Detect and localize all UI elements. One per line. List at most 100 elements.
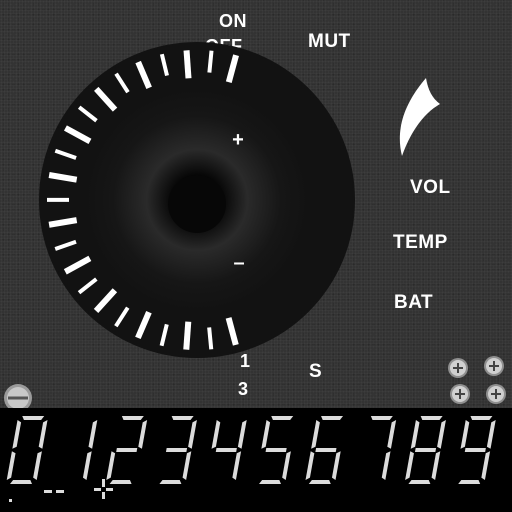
dial-tick xyxy=(225,317,239,346)
dial-tick xyxy=(77,277,98,295)
lcd-segment xyxy=(10,480,32,484)
dial-tick xyxy=(63,125,92,145)
dial-tick xyxy=(48,217,78,228)
dial-minus-label: – xyxy=(233,252,244,274)
lcd-segment xyxy=(33,451,42,480)
lcd-segment xyxy=(470,416,493,420)
lcd-symbols xyxy=(9,479,113,502)
dial-tick xyxy=(77,105,98,123)
lcd-segment xyxy=(12,420,22,449)
screw-icon xyxy=(448,356,506,404)
dial-ticks xyxy=(46,50,239,350)
dial-tick xyxy=(63,255,92,275)
lcd-segment xyxy=(305,451,315,480)
lcd-segment xyxy=(211,420,221,449)
temp-label: TEMP xyxy=(393,232,448,253)
screw-icon xyxy=(4,384,32,412)
ratio-bottom-label: 3 xyxy=(238,379,249,399)
lcd-segment xyxy=(259,480,281,484)
dial-center xyxy=(168,175,226,233)
lcd-digit-9 xyxy=(458,416,496,484)
lcd-display xyxy=(0,408,512,512)
bat-label: BAT xyxy=(394,292,434,313)
lcd-segment xyxy=(315,448,337,452)
dial-tick xyxy=(54,239,77,251)
lcd-digit-1 xyxy=(82,420,98,480)
lcd-dot-symbol xyxy=(9,499,12,502)
lcd-segment xyxy=(182,451,192,480)
lcd-segment xyxy=(106,451,116,480)
lcd-segment xyxy=(486,420,496,449)
lcd-digits xyxy=(6,416,496,484)
lcd-segment xyxy=(188,420,197,449)
dial-tick xyxy=(183,50,192,79)
dial-tick xyxy=(159,323,169,347)
mute-label: MUT xyxy=(308,31,351,52)
lcd-segment xyxy=(22,416,45,420)
lcd-segment xyxy=(88,420,98,449)
dial-tick xyxy=(135,310,152,340)
dial-tick xyxy=(93,288,118,313)
lcd-segment xyxy=(481,451,491,480)
lcd-segment xyxy=(282,451,291,480)
dial-tick xyxy=(135,60,152,89)
lcd-segment xyxy=(237,420,247,449)
ratio-top-label: 1 xyxy=(240,351,251,371)
lcd-digit-8 xyxy=(405,416,446,484)
lcd-segment xyxy=(410,420,420,449)
crescent-swoosh-icon xyxy=(399,78,440,156)
lcd-segment xyxy=(370,416,393,420)
lcd-segment xyxy=(271,416,294,420)
lcd-segment xyxy=(405,451,414,480)
lcd-segment xyxy=(232,451,242,480)
lcd-segment xyxy=(116,448,138,452)
dial-tick xyxy=(207,50,214,73)
on-label: ON xyxy=(219,11,247,31)
dial-tick xyxy=(54,148,77,160)
s-label: S xyxy=(309,361,323,382)
dial-tick xyxy=(48,172,78,183)
lcd-dash-symbol xyxy=(56,490,64,493)
lcd-segment xyxy=(331,451,341,480)
dial-tick xyxy=(114,72,130,94)
lcd-dash-symbol xyxy=(44,490,52,493)
lcd-plus-symbol xyxy=(94,479,113,499)
lcd-segment xyxy=(138,420,148,449)
lcd-digit-6 xyxy=(305,416,344,484)
lcd-digit-5 xyxy=(259,416,294,484)
dial-tick xyxy=(183,321,192,350)
lcd-segment xyxy=(82,451,92,480)
lcd-segment xyxy=(321,416,344,420)
lcd-digit-3 xyxy=(159,416,197,484)
lcd-segment xyxy=(109,480,132,484)
dial-plus-label: + xyxy=(232,129,244,151)
lcd-segment xyxy=(387,420,397,449)
lcd-digit-0 xyxy=(6,416,48,484)
dial-tick xyxy=(207,327,214,350)
lcd-segment xyxy=(408,480,431,484)
lcd-segment xyxy=(437,420,446,449)
lcd-segment xyxy=(458,480,481,484)
vol-label: VOL xyxy=(410,177,451,198)
dial-tick xyxy=(159,53,169,77)
dial-tick xyxy=(114,306,130,328)
dial-tick xyxy=(94,86,118,112)
lcd-segment xyxy=(381,451,391,480)
lcd-digit-4 xyxy=(211,420,247,480)
dial-tick xyxy=(225,54,239,83)
lcd-segment xyxy=(265,448,287,452)
lcd-segment xyxy=(171,416,194,420)
lcd-digit-7 xyxy=(370,416,397,480)
lcd-segment xyxy=(121,416,144,420)
lcd-segment xyxy=(165,448,188,452)
lcd-segment xyxy=(38,420,48,449)
lcd-segment xyxy=(159,480,182,484)
lcd-segment xyxy=(420,416,443,420)
lcd-segment xyxy=(464,448,486,452)
lcd-segment xyxy=(460,420,470,449)
lcd-segment xyxy=(308,480,331,484)
lcd-segment xyxy=(414,448,437,452)
lcd-segment xyxy=(311,420,320,449)
lcd-segment xyxy=(6,451,16,480)
